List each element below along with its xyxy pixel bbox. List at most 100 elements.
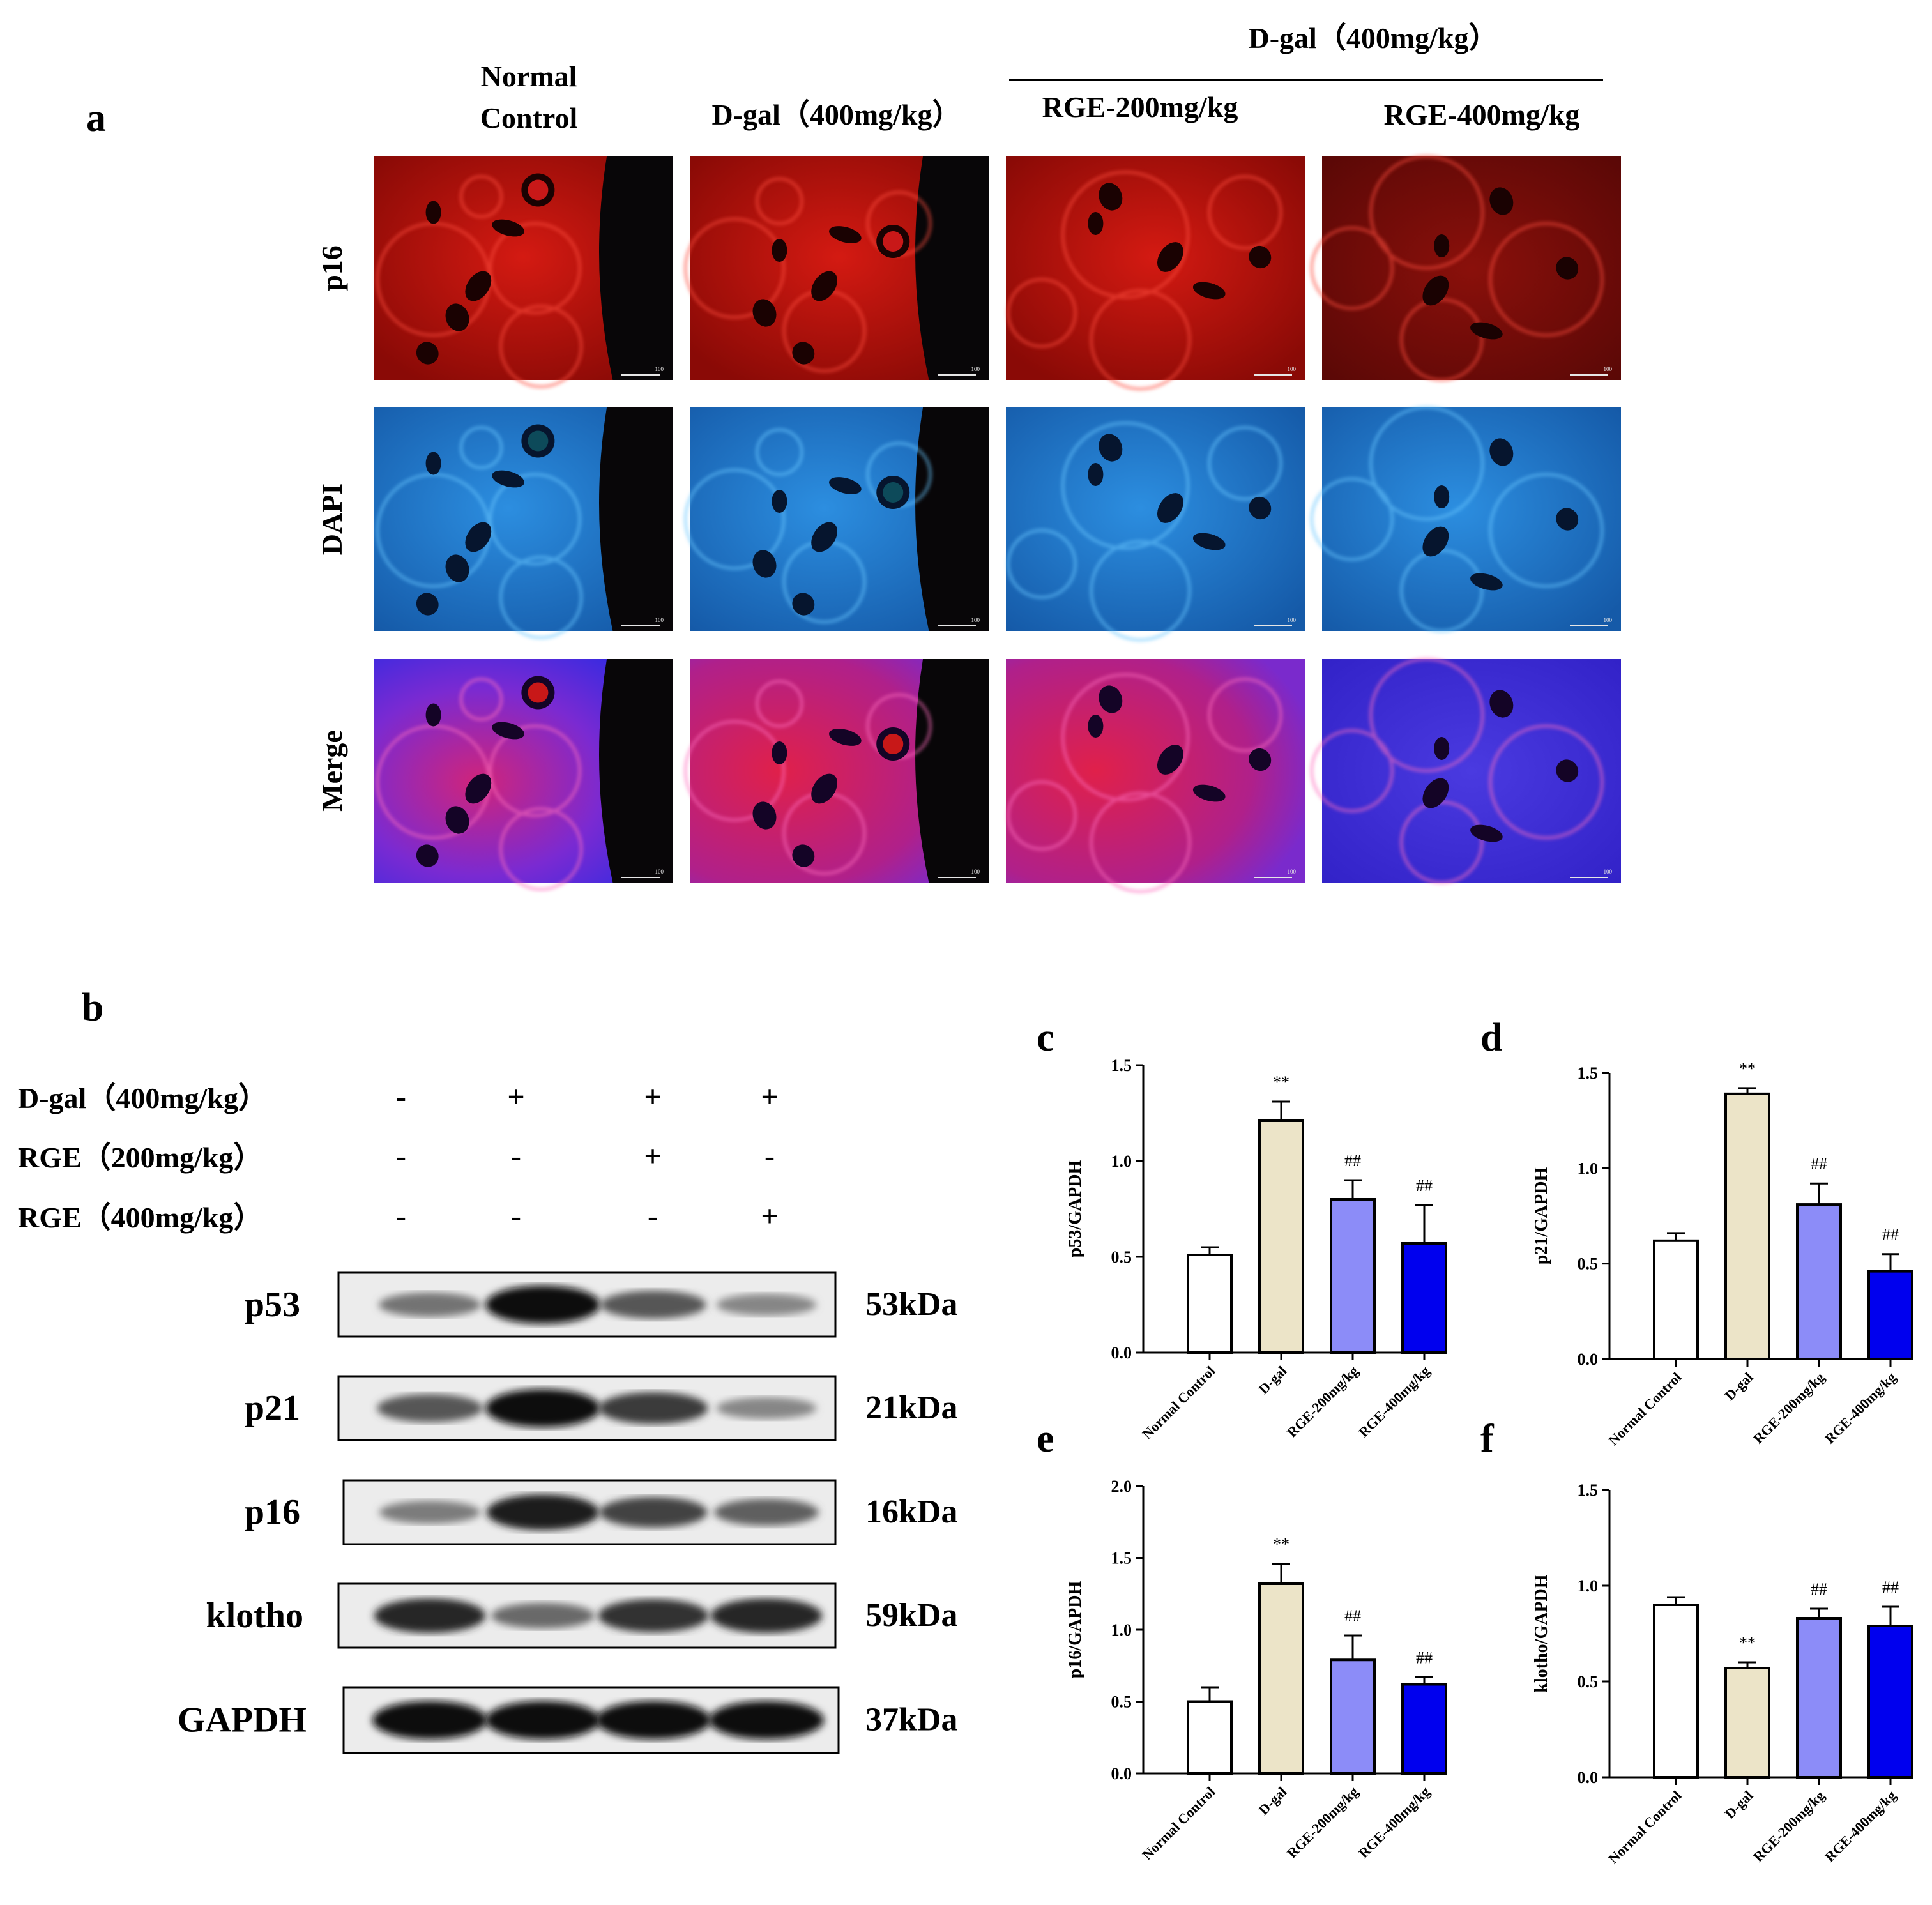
follicle-ring bbox=[683, 217, 786, 319]
bar-charts-c-f: c 0.0 0.5 1.0 1.5 p53/GAPDH Normal Control ** D-… bbox=[1037, 1016, 1913, 1867]
follicle-ring bbox=[1090, 540, 1192, 642]
micrograph-merge-col1: 100 bbox=[683, 659, 989, 883]
tissue-gap bbox=[1434, 737, 1450, 760]
chart-c: c 0.0 0.5 1.0 1.5 p53/GAPDH Normal Control ** D-… bbox=[1037, 1016, 1447, 1442]
tissue-gap bbox=[1099, 183, 1123, 211]
follicle-group bbox=[376, 426, 583, 639]
chart-e: e 0.0 0.5 1.0 1.5 2.0 p16/GAPDH Normal Control *… bbox=[1037, 1417, 1447, 1863]
treatment-sign-0-1: + bbox=[507, 1080, 524, 1114]
tissue-edge bbox=[915, 659, 989, 883]
x-tick-label-0: Normal Control bbox=[1605, 1787, 1684, 1867]
blot-GAPDH bbox=[342, 1686, 840, 1754]
tissue-gap bbox=[1489, 438, 1514, 466]
blot-band-lane-2 bbox=[599, 1497, 708, 1528]
significance-mark-2: ## bbox=[1811, 1580, 1827, 1598]
tissue-gap bbox=[445, 806, 469, 834]
y-tick-label: 0.0 bbox=[1111, 1344, 1132, 1362]
bar-3 bbox=[1401, 1242, 1447, 1354]
micrograph-dapi-col1: 100 bbox=[683, 407, 989, 631]
treatment-label-2: RGE（400mg/kg） bbox=[18, 1201, 262, 1234]
x-tick-label-2: RGE-200mg/kg bbox=[1284, 1784, 1361, 1861]
tissue-gap bbox=[829, 477, 862, 494]
blot-size-label: 16kDa bbox=[865, 1494, 957, 1530]
tissue-gap bbox=[445, 303, 469, 331]
blot-p53 bbox=[337, 1271, 837, 1338]
follicle-ring bbox=[755, 177, 803, 225]
follicle-ring bbox=[1007, 278, 1077, 348]
follicle-group bbox=[1007, 673, 1282, 893]
x-tick-label-0: Normal Control bbox=[1605, 1369, 1684, 1448]
y-tick-label: 0.5 bbox=[1578, 1673, 1599, 1691]
tissue-gap bbox=[1556, 759, 1579, 782]
x-tick-label-3: RGE-400mg/kg bbox=[1822, 1787, 1899, 1865]
blot-band-lane-1 bbox=[485, 1286, 600, 1324]
y-tick-label: 1.0 bbox=[1578, 1159, 1599, 1178]
follicle-ring bbox=[499, 556, 583, 639]
treatment-sign-1-2: + bbox=[644, 1139, 661, 1173]
panel-label-e: e bbox=[1037, 1417, 1054, 1461]
y-tick-label: 0.0 bbox=[1578, 1350, 1599, 1369]
follicle-ring bbox=[1369, 155, 1484, 270]
tissue-gap bbox=[1556, 508, 1579, 531]
scale-bar-label: 100 bbox=[971, 869, 980, 875]
blot-band-lane-2 bbox=[600, 1291, 706, 1319]
panel-b-western-blot: b D-gal（400mg/kg） - + + + RGE（200mg/kg） - - + - RGE… bbox=[18, 986, 957, 1754]
follicle-ring bbox=[1310, 729, 1394, 813]
tissue-edge bbox=[915, 407, 989, 631]
y-axis-label: p53/GAPDH bbox=[1065, 1160, 1085, 1258]
blot-band-lane-3 bbox=[714, 1499, 819, 1526]
blot-band-lane-2 bbox=[598, 1599, 709, 1632]
tissue-gap bbox=[492, 219, 524, 237]
micrograph-p16-col0: 100 bbox=[374, 156, 673, 388]
x-tick-label-3: RGE-400mg/kg bbox=[1822, 1369, 1899, 1446]
x-tick-label-1: D-gal bbox=[1722, 1369, 1756, 1404]
panel-label-f: f bbox=[1480, 1417, 1495, 1461]
tissue-edge bbox=[599, 156, 673, 380]
tissue-gap bbox=[829, 226, 862, 243]
panel-label-c: c bbox=[1037, 1016, 1054, 1059]
bar-2 bbox=[1330, 1198, 1376, 1354]
micrograph-merge-col0: 100 bbox=[374, 659, 673, 891]
tissue-gap bbox=[1422, 778, 1449, 808]
tissue-gap bbox=[416, 342, 439, 365]
scale-bar-label: 100 bbox=[1288, 617, 1297, 623]
x-tick-label-0: Normal Control bbox=[1139, 1363, 1218, 1442]
tissue-gap bbox=[811, 271, 838, 301]
tissue-gap bbox=[1489, 187, 1514, 215]
blot-size-label: 37kDa bbox=[865, 1702, 957, 1738]
y-tick-label: 1.5 bbox=[1111, 1056, 1132, 1075]
tissue-edge bbox=[599, 407, 673, 631]
oocyte-nucleus bbox=[883, 734, 904, 754]
micrograph-p16-col1: 100 bbox=[683, 156, 989, 380]
follicle-ring bbox=[1207, 175, 1282, 250]
tissue-gap bbox=[772, 741, 787, 764]
tissue-gap bbox=[1434, 485, 1450, 508]
y-axis-label: p21/GAPDH bbox=[1532, 1167, 1551, 1265]
tissue-gap bbox=[1489, 690, 1514, 718]
bar-2 bbox=[1796, 1203, 1842, 1360]
scale-bar-label: 100 bbox=[1604, 366, 1613, 372]
tissue-edge bbox=[915, 156, 989, 380]
blot-band-lane-0 bbox=[378, 1293, 482, 1317]
tissue-gap bbox=[1249, 748, 1272, 771]
x-tick-label-1: D-gal bbox=[1722, 1787, 1756, 1822]
blot-klotho bbox=[337, 1582, 837, 1649]
follicle-ring bbox=[489, 724, 582, 817]
tissue-gap bbox=[1434, 234, 1450, 257]
significance-mark-3: ## bbox=[1882, 1578, 1899, 1597]
oocyte-nucleus bbox=[528, 430, 549, 452]
tissue-gap bbox=[465, 773, 492, 804]
significance-mark-2: ## bbox=[1811, 1155, 1827, 1173]
blot-band-lane-0 bbox=[379, 1501, 481, 1524]
y-tick-label: 0.0 bbox=[1111, 1765, 1132, 1783]
treatment-sign-1-1: - bbox=[511, 1139, 521, 1173]
significance-mark-1: ** bbox=[1273, 1073, 1289, 1091]
bar-3 bbox=[1867, 1270, 1913, 1360]
tissue-gap bbox=[1157, 745, 1183, 775]
column-header-3: RGE-400mg/kg bbox=[1384, 98, 1580, 131]
significance-mark-3: ## bbox=[1882, 1226, 1899, 1244]
y-tick-label: 0.5 bbox=[1111, 1693, 1132, 1711]
tissue-gap bbox=[811, 522, 838, 552]
follicle-group bbox=[1310, 657, 1604, 884]
tissue-edge bbox=[599, 659, 673, 883]
